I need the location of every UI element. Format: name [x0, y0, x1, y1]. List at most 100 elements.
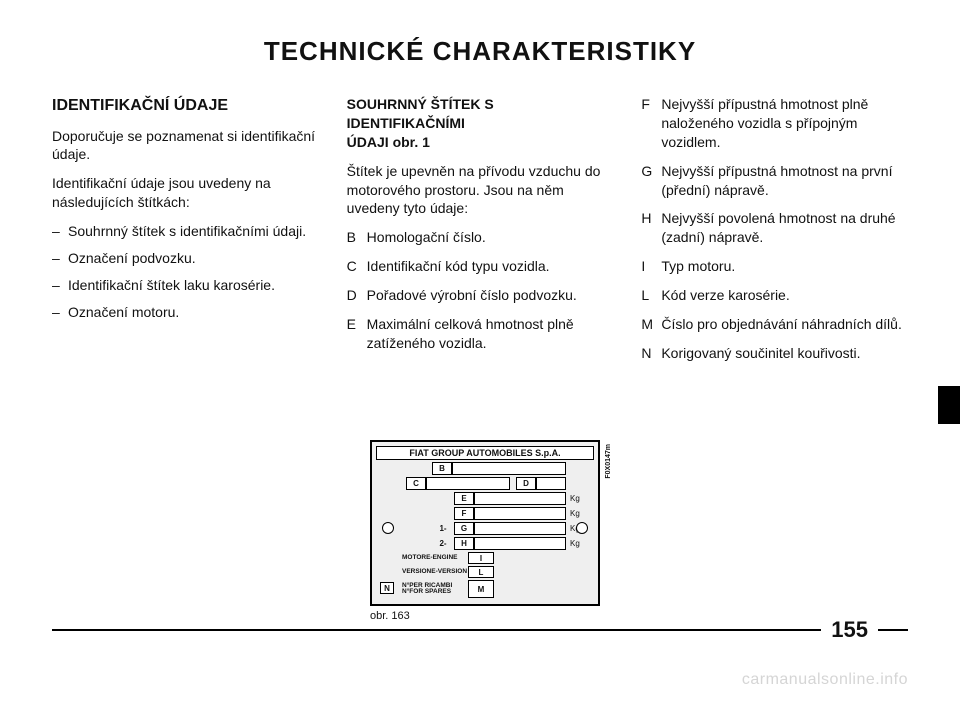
list-item: BHomologační číslo.: [347, 228, 614, 247]
plate-row: B: [376, 462, 594, 475]
plate-header: FIAT GROUP AUTOMOBILES S.p.A.: [376, 446, 594, 460]
col3-defs: FNejvyšší přípustná hmotnost plně nalože…: [641, 95, 908, 363]
plate-rivet: [576, 522, 588, 534]
plate-cell: E: [454, 492, 474, 505]
def-val: Typ motoru.: [661, 257, 735, 276]
def-key: M: [641, 315, 661, 334]
plate-cell: [426, 477, 510, 490]
plate-row: 1- G Kg: [376, 522, 594, 535]
def-key: L: [641, 286, 661, 305]
col1-heading: IDENTIFIKAČNÍ ÚDAJE: [52, 95, 319, 117]
plate-unit: Kg: [566, 492, 594, 505]
def-key: C: [347, 257, 367, 276]
list-item: FNejvyšší přípustná hmotnost plně nalože…: [641, 95, 908, 152]
list-item: LKód verze karosérie.: [641, 286, 908, 305]
page-title: TECHNICKÉ CHARAKTERISTIKY: [52, 36, 908, 67]
plate-box-n: N: [380, 582, 394, 594]
plate-row: VERSIONE-VERSION L: [376, 566, 594, 578]
plate-label: VERSIONE-VERSION: [376, 566, 468, 578]
list-item: –Označení motoru.: [52, 303, 319, 322]
list-item: NKorigovaný součinitel kouřivosti.: [641, 344, 908, 363]
column-1: IDENTIFIKAČNÍ ÚDAJE Doporučuje se poznam…: [52, 95, 319, 373]
list-item: GNejvyšší přípustná hmotnost na první (p…: [641, 162, 908, 200]
plate-cell: M: [468, 580, 494, 598]
def-key: H: [641, 209, 661, 247]
dash: –: [52, 276, 68, 295]
def-key: N: [641, 344, 661, 363]
plate-cell: B: [432, 462, 452, 475]
col1-p1: Doporučuje se poznamenat si identifikačn…: [52, 127, 319, 165]
content-columns: IDENTIFIKAČNÍ ÚDAJE Doporučuje se poznam…: [52, 95, 908, 373]
plate-cell: I: [468, 552, 494, 564]
plate-prefix: [432, 507, 454, 520]
plate-cell: D: [516, 477, 536, 490]
bullet-text: Souhrnný štítek s identifikačními údaji.: [68, 222, 306, 241]
plate-label: MOTORE-ENGINE: [376, 552, 468, 564]
def-key: I: [641, 257, 661, 276]
def-val: Maximální celková hmotnost plně zatížené…: [367, 315, 614, 353]
plate-row: F Kg: [376, 507, 594, 520]
col2-heading-l3: ÚDAJI obr. 1: [347, 134, 430, 150]
footer-rule: [52, 629, 821, 631]
def-key: B: [347, 228, 367, 247]
plate-cell: [452, 462, 566, 475]
column-3: FNejvyšší přípustná hmotnost plně nalože…: [641, 95, 908, 373]
def-val: Homologační číslo.: [367, 228, 486, 247]
plate-code: F0X0147m: [605, 444, 612, 479]
def-val: Nejvyšší přípustná hmotnost plně naložen…: [661, 95, 908, 152]
plate-cell: H: [454, 537, 474, 550]
list-item: CIdentifikační kód typu vozidla.: [347, 257, 614, 276]
plate-cell: [474, 507, 566, 520]
plate-prefix: 2-: [432, 537, 454, 550]
plate-unit: Kg: [566, 537, 594, 550]
col2-heading-l2: IDENTIFIKAČNÍMI: [347, 115, 465, 131]
plate-row: 2- H Kg: [376, 537, 594, 550]
def-key: G: [641, 162, 661, 200]
column-2: SOUHRNNÝ ŠTÍTEK S IDENTIFIKAČNÍMI ÚDAJI …: [347, 95, 614, 373]
def-key: E: [347, 315, 367, 353]
plate-cell: [494, 580, 594, 598]
list-item: EMaximální celková hmotnost plně zatížen…: [347, 315, 614, 353]
bullet-text: Označení motoru.: [68, 303, 179, 322]
plate-row: E Kg: [376, 492, 594, 505]
plate-cell: [474, 537, 566, 550]
def-val: Kód verze karosérie.: [661, 286, 789, 305]
def-key: F: [641, 95, 661, 152]
plate-cell: L: [468, 566, 494, 578]
page-number: 155: [821, 617, 878, 643]
plate-rivet: [382, 522, 394, 534]
plate-cell: C: [406, 477, 426, 490]
col1-p2: Identifikační údaje jsou uvedeny na násl…: [52, 174, 319, 212]
def-val: Nejvyšší povolená hmotnost na druhé (zad…: [661, 209, 908, 247]
side-tab: [938, 386, 960, 424]
bullet-text: Označení podvozku.: [68, 249, 196, 268]
plate-cell: G: [454, 522, 474, 535]
footer-rule: [878, 629, 908, 631]
list-item: MČíslo pro objednávání náhradních dílů.: [641, 315, 908, 334]
plate-cell: [494, 552, 594, 564]
col2-p1: Štítek je upevněn na přívodu vzduchu do …: [347, 162, 614, 219]
watermark: carmanualsonline.info: [742, 671, 908, 689]
def-val: Korigovaný součinitel kouřivosti.: [661, 344, 860, 363]
page-footer: 155: [52, 617, 908, 643]
identification-plate: F0X0147m FIAT GROUP AUTOMOBILES S.p.A. B…: [370, 440, 600, 606]
dash: –: [52, 303, 68, 322]
plate-prefix: [432, 492, 454, 505]
dash: –: [52, 249, 68, 268]
plate-unit: Kg: [566, 507, 594, 520]
bullet-text: Identifikační štítek laku karosérie.: [68, 276, 275, 295]
plate-row: C D: [376, 477, 594, 490]
list-item: ITyp motoru.: [641, 257, 908, 276]
col2-heading: SOUHRNNÝ ŠTÍTEK S IDENTIFIKAČNÍMI ÚDAJI …: [347, 95, 614, 152]
def-val: Nejvyšší přípustná hmotnost na první (př…: [661, 162, 908, 200]
plate-row: MOTORE-ENGINE I: [376, 552, 594, 564]
plate-cell: [474, 522, 566, 535]
plate-cell: [536, 477, 566, 490]
plate-bottom: MOTORE-ENGINE I VERSIONE-VERSION L N°PER…: [376, 552, 594, 598]
col2-heading-l1: SOUHRNNÝ ŠTÍTEK S: [347, 96, 494, 112]
col2-defs: BHomologační číslo. CIdentifikační kód t…: [347, 228, 614, 352]
plate-row: N°PER RICAMBI N°FOR SPARES M: [376, 580, 594, 598]
def-key: D: [347, 286, 367, 305]
list-item: –Označení podvozku.: [52, 249, 319, 268]
list-item: DPořadové výrobní číslo podvozku.: [347, 286, 614, 305]
